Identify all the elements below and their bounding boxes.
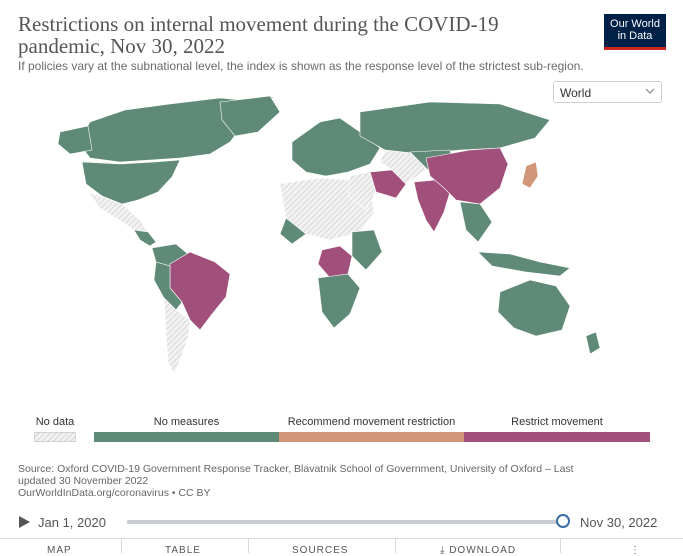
region-select-value: World <box>560 86 592 100</box>
chart-subtitle: If policies vary at the subnational leve… <box>18 59 584 73</box>
world-map[interactable] <box>30 92 660 387</box>
timeline-track[interactable] <box>127 520 564 524</box>
region-argentina-chile[interactable] <box>163 297 191 375</box>
legend-label-restrict: Restrict movement <box>511 416 603 428</box>
legend-swatch-restrict[interactable] <box>464 432 650 442</box>
tab-divider <box>248 539 249 553</box>
region-southern-africa[interactable] <box>317 273 361 329</box>
logo-line-2: in Data <box>617 30 653 42</box>
region-russia[interactable] <box>359 101 551 155</box>
tab-divider <box>395 539 396 553</box>
region-east-africa[interactable] <box>351 229 383 271</box>
region-peru-bolivia[interactable] <box>153 261 183 311</box>
region-central-america[interactable] <box>133 229 157 247</box>
timeline-handle[interactable] <box>556 514 570 528</box>
legend-label-recommend: Recommend movement restriction <box>287 416 456 428</box>
region-southeast-asia[interactable] <box>459 201 493 243</box>
source-note: Source: Oxford COVID-19 Government Respo… <box>18 463 658 499</box>
region-alaska[interactable] <box>57 125 93 155</box>
tab-divider <box>560 539 561 553</box>
region-greenland[interactable] <box>219 95 281 137</box>
legend-label-no-measures: No measures <box>153 416 220 428</box>
timeline-end-date[interactable]: Nov 30, 2022 <box>580 515 658 530</box>
tab-table[interactable]: TABLE <box>165 545 201 556</box>
region-japan[interactable] <box>521 161 539 189</box>
chart-title: Restrictions on internal movement during… <box>18 12 499 58</box>
legend-swatch-recommend[interactable] <box>279 432 464 442</box>
source-line-1: Source: Oxford COVID-19 Government Respo… <box>18 463 574 475</box>
legend-label-no-data: No data <box>35 416 75 428</box>
owid-logo[interactable]: Our World in Data <box>604 14 666 50</box>
chevron-down-icon <box>645 88 655 94</box>
region-west-africa[interactable] <box>279 217 307 245</box>
timeline: Jan 1, 2020 Nov 30, 2022 <box>0 508 683 536</box>
tab-divider <box>121 539 122 553</box>
tab-download-label: DOWNLOAD <box>449 545 517 556</box>
region-select[interactable]: World <box>553 81 662 103</box>
source-line-2: updated 30 November 2022 <box>18 475 149 487</box>
region-europe[interactable] <box>291 117 381 177</box>
region-australia[interactable] <box>497 279 571 337</box>
region-usa[interactable] <box>81 159 181 205</box>
legend-swatch-no-measures[interactable] <box>94 432 279 442</box>
timeline-start-date[interactable]: Jan 1, 2020 <box>38 515 106 530</box>
region-china[interactable] <box>425 147 509 205</box>
share-icon[interactable]: ⋮ <box>630 545 641 556</box>
tab-sources[interactable]: SOURCES <box>292 545 349 556</box>
play-icon[interactable] <box>19 516 30 528</box>
logo-line-1: Our World <box>610 18 660 30</box>
timeline-fill <box>127 520 564 524</box>
region-drc[interactable] <box>317 245 353 279</box>
tab-bar: MAP TABLE SOURCES ⤓ DOWNLOAD ⋮ <box>0 538 683 556</box>
legend-swatch-no-data[interactable] <box>34 432 76 442</box>
region-middle-east[interactable] <box>347 171 377 211</box>
tab-map[interactable]: MAP <box>47 545 72 556</box>
region-indonesia[interactable] <box>477 251 571 277</box>
tab-download[interactable]: ⤓ DOWNLOAD <box>440 545 516 556</box>
source-line-3[interactable]: OurWorldInData.org/coronavirus • CC BY <box>18 487 211 499</box>
download-icon: ⤓ <box>440 545 446 556</box>
region-new-zealand[interactable] <box>585 331 601 355</box>
